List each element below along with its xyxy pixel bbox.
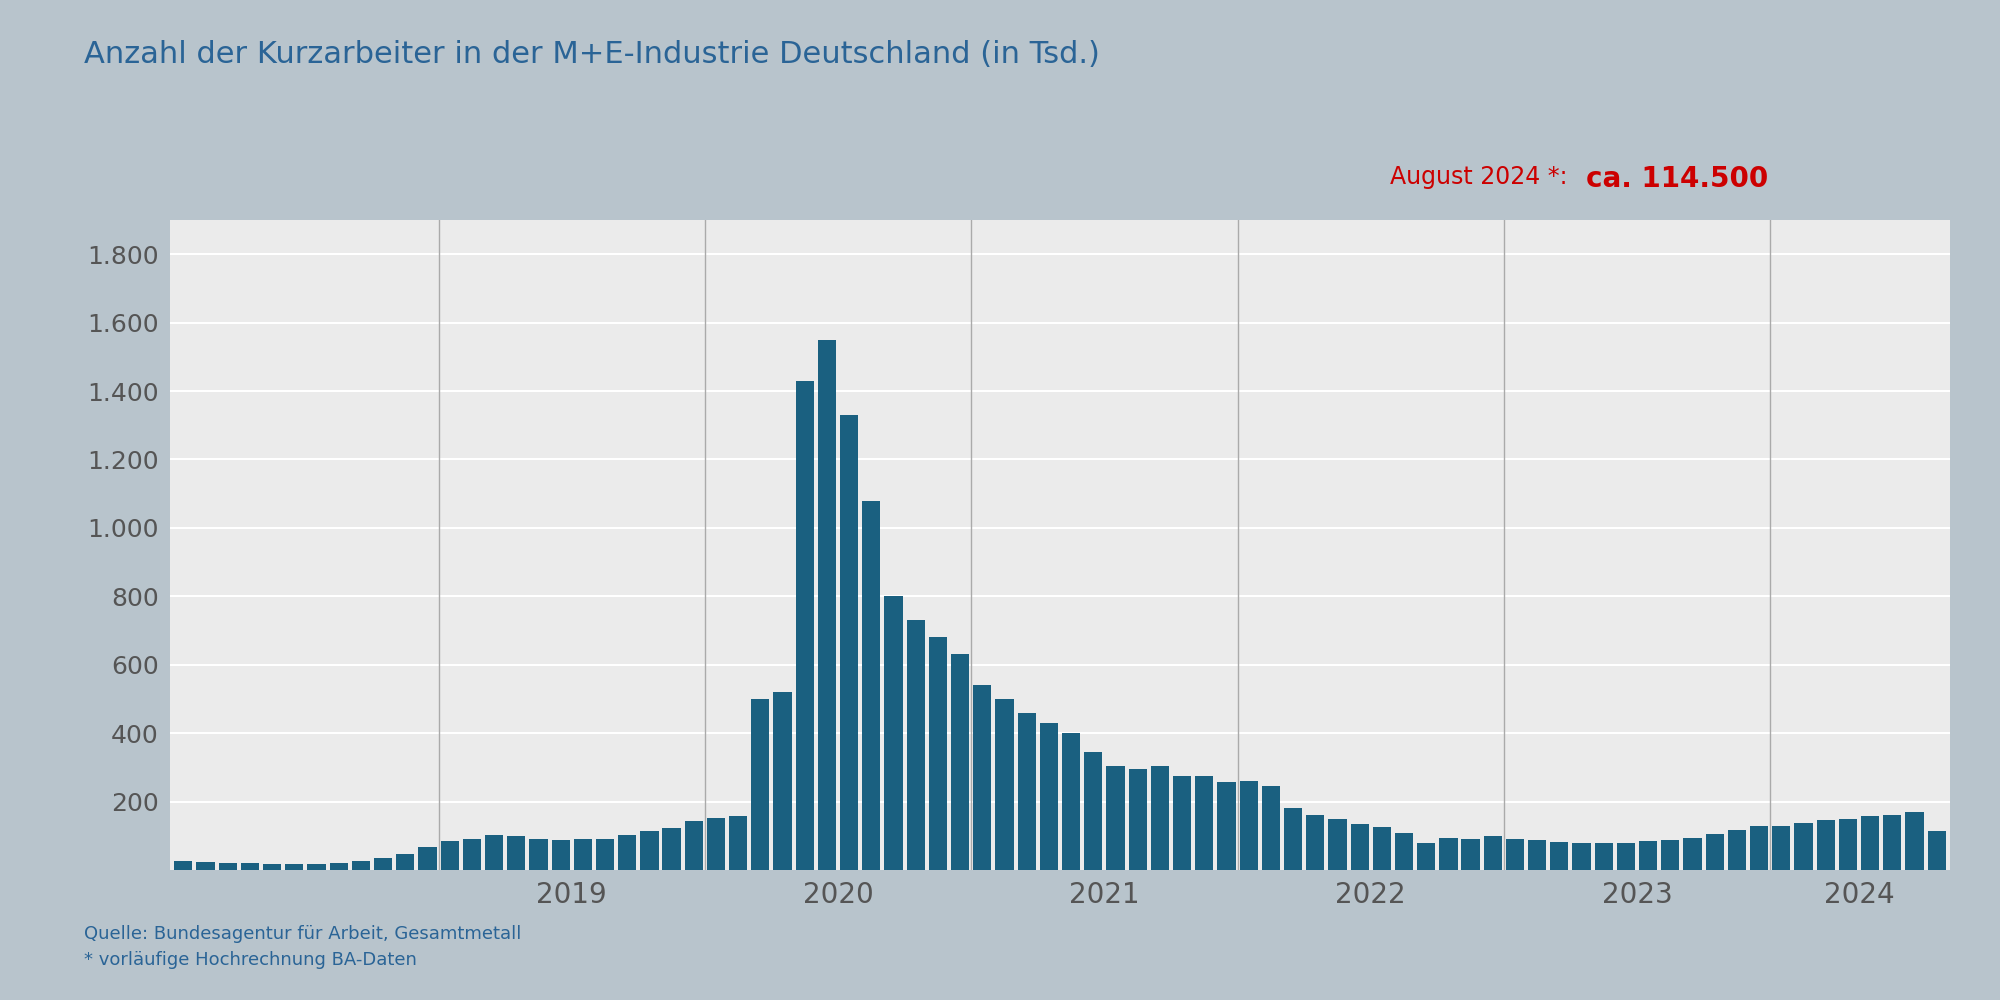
Bar xyxy=(1906,812,1924,870)
Bar xyxy=(374,858,392,870)
Bar xyxy=(596,839,614,870)
Bar xyxy=(996,699,1014,870)
Bar xyxy=(262,864,282,870)
Bar xyxy=(1462,839,1480,870)
Bar xyxy=(1838,819,1858,870)
Bar xyxy=(1284,808,1302,870)
Bar xyxy=(884,596,902,870)
Bar xyxy=(552,840,570,870)
Bar xyxy=(640,831,658,870)
Bar xyxy=(1262,786,1280,870)
Bar xyxy=(1418,843,1436,870)
Bar xyxy=(1616,843,1636,870)
Bar xyxy=(752,699,770,870)
Bar xyxy=(440,841,458,870)
Bar xyxy=(1062,733,1080,870)
Bar xyxy=(1328,819,1346,870)
Bar xyxy=(1084,752,1102,870)
Bar xyxy=(774,692,792,870)
Bar xyxy=(706,818,726,870)
Bar xyxy=(1172,776,1192,870)
Bar xyxy=(462,839,480,870)
Bar xyxy=(662,828,680,870)
Bar xyxy=(1440,838,1458,870)
Bar xyxy=(1794,823,1812,870)
Bar xyxy=(1528,840,1546,870)
Bar xyxy=(1862,816,1880,870)
Bar xyxy=(174,861,192,870)
Bar xyxy=(1372,827,1390,870)
Bar xyxy=(952,654,970,870)
Bar xyxy=(730,816,748,870)
Bar xyxy=(1640,841,1658,870)
Bar xyxy=(796,381,814,870)
Bar xyxy=(396,854,414,870)
Bar xyxy=(1306,815,1324,870)
Bar xyxy=(286,864,304,870)
Bar xyxy=(618,835,636,870)
Bar xyxy=(1240,781,1258,870)
Bar xyxy=(352,861,370,870)
Text: Quelle: Bundesagentur für Arbeit, Gesamtmetall
* vorläufige Hochrechnung BA-Date: Quelle: Bundesagentur für Arbeit, Gesamt… xyxy=(84,925,522,969)
Bar xyxy=(1350,824,1368,870)
Bar xyxy=(1772,826,1790,870)
Bar xyxy=(1040,723,1058,870)
Bar xyxy=(1928,831,1946,870)
Bar xyxy=(418,847,436,870)
Bar xyxy=(1706,834,1724,870)
Bar xyxy=(308,864,326,870)
Bar xyxy=(906,620,924,870)
Bar xyxy=(1884,815,1902,870)
Text: Anzahl der Kurzarbeiter in der M+E-Industrie Deutschland (in Tsd.): Anzahl der Kurzarbeiter in der M+E-Indus… xyxy=(84,40,1100,69)
Bar xyxy=(1728,830,1746,870)
Bar xyxy=(1550,842,1568,870)
Bar xyxy=(1394,833,1414,870)
Bar xyxy=(484,835,504,870)
Bar xyxy=(240,863,260,870)
Bar xyxy=(1662,840,1680,870)
Bar xyxy=(818,340,836,870)
Bar xyxy=(1484,836,1502,870)
Text: August 2024 *:: August 2024 *: xyxy=(1390,165,1576,189)
Bar xyxy=(1106,766,1124,870)
Bar xyxy=(862,501,880,870)
Bar xyxy=(974,685,992,870)
Bar xyxy=(1816,820,1834,870)
Bar xyxy=(1128,769,1146,870)
Bar xyxy=(196,862,214,870)
Bar xyxy=(574,839,592,870)
Bar xyxy=(684,821,702,870)
Bar xyxy=(1196,776,1214,870)
Bar xyxy=(1150,766,1168,870)
Bar xyxy=(508,836,526,870)
Bar xyxy=(1594,843,1612,870)
Bar xyxy=(1218,782,1236,870)
Text: ca. 114.500: ca. 114.500 xyxy=(1586,165,1768,193)
Bar xyxy=(218,863,236,870)
Bar xyxy=(330,863,348,870)
Bar xyxy=(1684,838,1702,870)
Bar xyxy=(530,839,548,870)
Bar xyxy=(840,415,858,870)
Bar xyxy=(1018,713,1036,870)
Bar xyxy=(1506,839,1524,870)
Bar xyxy=(928,637,948,870)
Bar xyxy=(1572,843,1590,870)
Bar xyxy=(1750,826,1768,870)
